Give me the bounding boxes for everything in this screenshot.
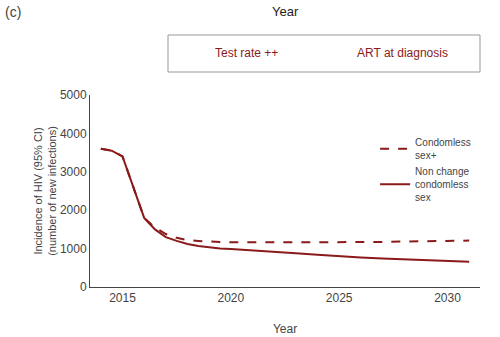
svg-text:ART at diagnosis: ART at diagnosis	[357, 46, 448, 60]
svg-text:1000: 1000	[60, 242, 87, 256]
svg-text:(c): (c)	[5, 4, 21, 20]
svg-text:Incidence of HIV (95% CI)(numb: Incidence of HIV (95% CI)(number of new …	[32, 126, 58, 256]
svg-text:2000: 2000	[60, 203, 87, 217]
svg-text:0: 0	[80, 280, 87, 294]
svg-text:Condomlesssex+: Condomlesssex+	[415, 137, 471, 161]
svg-text:3000: 3000	[60, 165, 87, 179]
svg-text:4000: 4000	[60, 127, 87, 141]
svg-text:2020: 2020	[217, 291, 244, 305]
svg-text:Test rate ++: Test rate ++	[215, 46, 278, 60]
svg-text:2025: 2025	[326, 291, 353, 305]
svg-text:5000: 5000	[60, 88, 87, 102]
svg-text:Year: Year	[272, 4, 299, 19]
svg-text:2030: 2030	[434, 291, 461, 305]
svg-text:2015: 2015	[109, 291, 136, 305]
svg-text:Year: Year	[273, 322, 297, 336]
svg-text:Non changecondomlesssex: Non changecondomlesssex	[415, 166, 469, 203]
